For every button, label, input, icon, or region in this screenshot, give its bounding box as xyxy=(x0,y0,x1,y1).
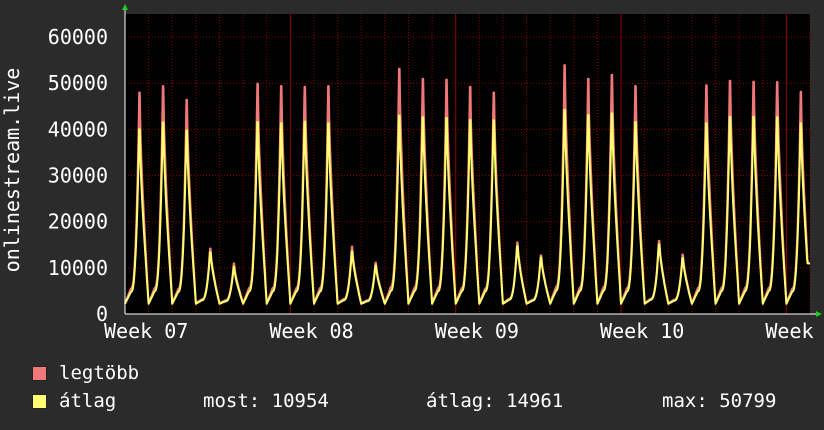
legend-average-value: átlag: 14961 xyxy=(426,390,564,412)
y-tick-label: 20000 xyxy=(48,210,108,234)
series-line-avg xyxy=(124,108,811,305)
y-tick-label: 30000 xyxy=(48,164,108,188)
axes: 0 10000 20000 30000 40000 50000 60000 Week 07 We… xyxy=(48,4,824,343)
x-axis-arrow xyxy=(816,311,822,317)
series-layer xyxy=(124,64,811,305)
x-tick-label: Week 09 xyxy=(435,319,519,343)
y-axis-arrow xyxy=(122,4,128,10)
y-tick-label: 40000 xyxy=(48,117,108,141)
legend-maximum-value: max: 50799 xyxy=(662,390,777,412)
y-tick-label: 10000 xyxy=(48,256,108,280)
x-tick-label: Week 08 xyxy=(269,319,353,343)
legend-current-value: most: 10954 xyxy=(203,390,329,412)
y-axis-label: onlinestream.live xyxy=(0,68,24,273)
y-tick-label: 50000 xyxy=(48,71,108,95)
legend-label-avg: átlag xyxy=(59,390,117,412)
y-tick-label: 0 xyxy=(96,302,108,326)
x-tick-label: Week 10 xyxy=(600,319,684,343)
y-tick-label: 60000 xyxy=(48,25,108,49)
legend-label-max: legtöbb xyxy=(59,362,140,384)
x-tick-label: Week 07 xyxy=(104,319,188,343)
legend-swatch-avg xyxy=(32,394,47,409)
legend-swatch-max xyxy=(32,366,47,381)
x-tick-label: Week 11 xyxy=(765,319,824,343)
